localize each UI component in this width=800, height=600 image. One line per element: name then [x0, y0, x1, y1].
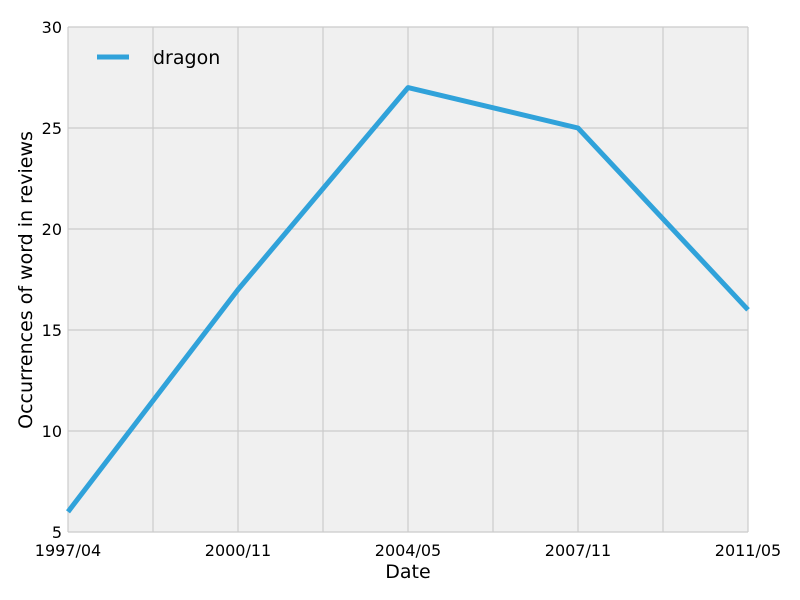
- x-tick-label: 2007/11: [545, 541, 611, 560]
- y-tick-label: 5: [52, 523, 62, 542]
- x-tick-labels: 1997/04 2000/11 2004/05 2007/11 2011/05: [35, 541, 781, 560]
- x-tick-label: 2000/11: [205, 541, 271, 560]
- y-tick-label: 15: [42, 321, 62, 340]
- legend: dragon: [97, 47, 220, 69]
- y-tick-label: 30: [42, 18, 62, 37]
- legend-label-dragon: dragon: [153, 47, 220, 69]
- series-layer: [66, 85, 750, 514]
- x-tick-label: 2004/05: [375, 541, 441, 560]
- y-tick-label: 25: [42, 119, 62, 138]
- y-tick-label: 10: [42, 422, 62, 441]
- x-axis-label: Date: [385, 561, 430, 583]
- series-line-dragon: [66, 85, 750, 514]
- y-tick-label: 20: [42, 220, 62, 239]
- x-tick-label: 2011/05: [715, 541, 781, 560]
- y-tick-labels: 5 10 15 20 25 30: [42, 18, 62, 542]
- y-axis-label: Occurrences of word in reviews: [15, 131, 37, 429]
- x-tick-label: 1997/04: [35, 541, 101, 560]
- grid-lines: [67, 26, 749, 533]
